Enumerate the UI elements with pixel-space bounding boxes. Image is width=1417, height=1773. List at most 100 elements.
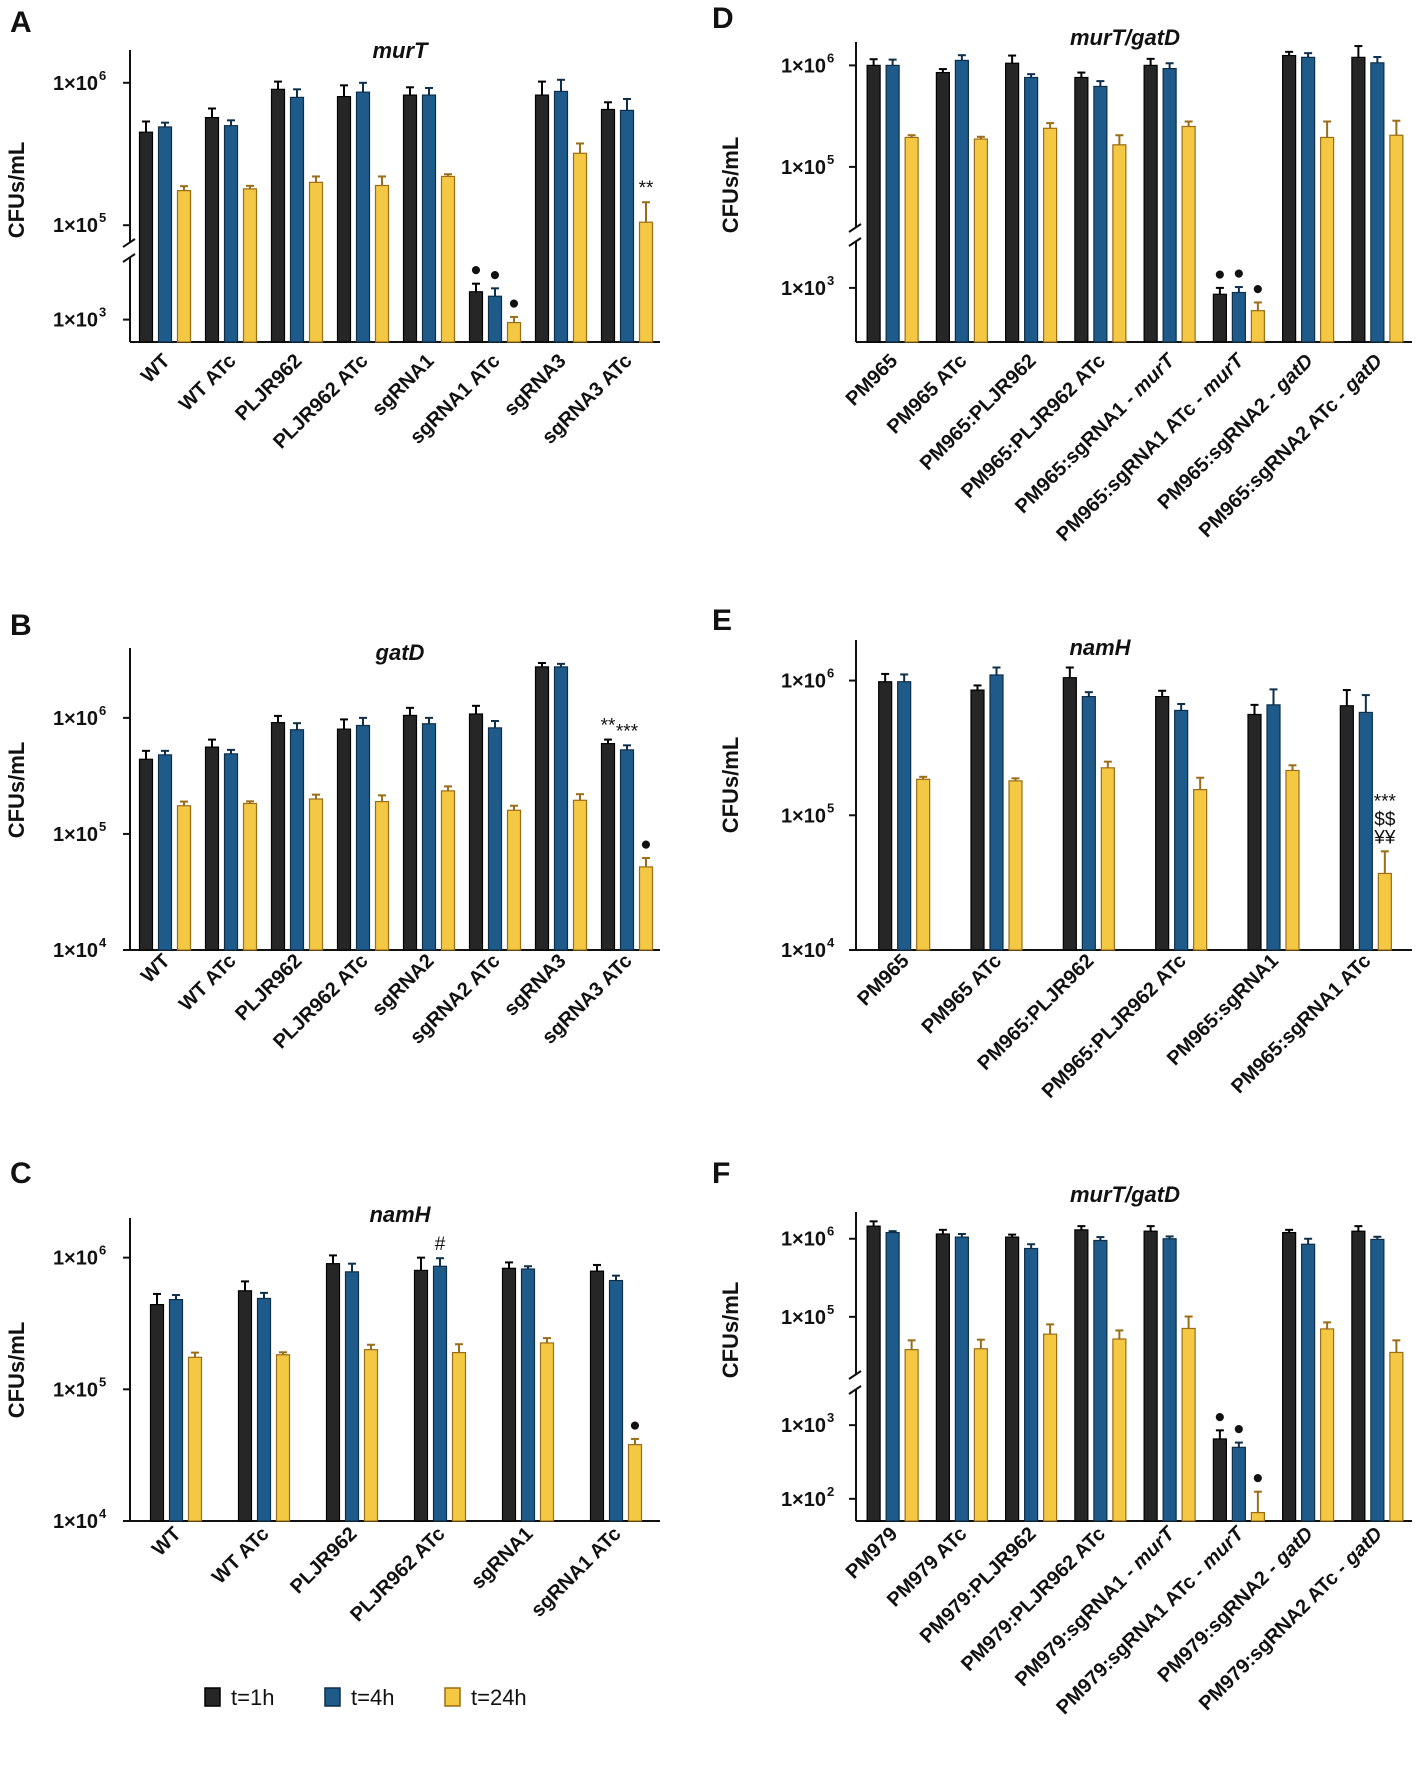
y-tick-label: 1×10 xyxy=(53,1511,98,1533)
significance-mark: $$ xyxy=(1374,809,1396,830)
bar-t-24h xyxy=(176,805,192,951)
bar-t-1h xyxy=(1247,713,1262,951)
bar-t-4h xyxy=(1266,704,1281,951)
category-label-text: PM965 ATc xyxy=(918,950,1006,1038)
bar-t-4h xyxy=(289,729,305,951)
bar-t-4h xyxy=(520,1268,536,1522)
bar-t-24h xyxy=(308,181,324,343)
bar-t-24h xyxy=(308,798,324,951)
bar-t-1h xyxy=(270,722,286,951)
bar-t-1h xyxy=(1005,62,1020,343)
category-label-text: WT ATc xyxy=(175,350,241,416)
bar-t-1h xyxy=(1155,696,1170,951)
bar-t-4h xyxy=(487,295,503,343)
bar-t-1h xyxy=(589,1270,605,1522)
bar-t-24h xyxy=(1320,1328,1335,1522)
y-tick-exponent: 3 xyxy=(827,1410,834,1425)
bar-t-4h xyxy=(432,1265,448,1522)
legend-label: t=1h xyxy=(231,1685,274,1710)
bar-t-4h xyxy=(1093,85,1108,343)
bar-t-1h xyxy=(1074,1229,1089,1522)
y-tick-exponent: 6 xyxy=(99,1243,106,1258)
category-label: PM965 xyxy=(842,350,902,410)
category-label: WT ATc xyxy=(208,1523,274,1589)
axis-break-mark xyxy=(848,1385,862,1395)
bar-t-4h xyxy=(256,1297,272,1522)
y-tick-label: 1×10 xyxy=(781,1415,826,1437)
y-tick-exponent: 5 xyxy=(99,210,106,225)
bar-t-24h xyxy=(242,188,258,343)
bar-t-1h xyxy=(237,1290,253,1522)
bar-t-4h xyxy=(355,91,371,343)
y-tick-label: 1×10 xyxy=(53,824,98,846)
y-tick-exponent: 5 xyxy=(827,1302,834,1317)
bar-t-4h xyxy=(223,125,239,343)
bar-t-4h xyxy=(619,749,635,951)
bar-t-4h xyxy=(1162,67,1177,343)
bar-t-4h xyxy=(885,64,900,343)
bar-t-24h xyxy=(572,799,588,951)
significance-mark: ● xyxy=(1252,278,1263,299)
bar-t-24h xyxy=(1250,1512,1265,1522)
y-tick-exponent: 4 xyxy=(99,1506,107,1521)
y-tick-label: 1×10 xyxy=(781,157,826,179)
category-label-text: WT ATc xyxy=(208,1523,274,1589)
bar-t-1h xyxy=(600,743,616,951)
category-label: WT ATc xyxy=(175,950,241,1016)
y-axis-label: CFUs/mL xyxy=(4,142,29,239)
bar-t-24h xyxy=(1043,1333,1058,1522)
bar-t-24h xyxy=(973,138,988,343)
bar-t-1h xyxy=(1005,1236,1020,1522)
bar-t-1h xyxy=(336,728,352,951)
chart-title: namH xyxy=(369,1202,431,1227)
bar-t-1h xyxy=(270,88,286,343)
significance-mark: ● xyxy=(629,1415,640,1436)
significance-mark: ● xyxy=(1214,264,1225,285)
bar-t-1h xyxy=(138,131,154,343)
y-tick-label: 1×10 xyxy=(781,940,826,962)
bar-t-1h xyxy=(534,666,550,951)
bar-t-4h xyxy=(608,1279,624,1522)
bar-t-4h xyxy=(355,724,371,951)
y-tick-label: 1×10 xyxy=(781,671,826,693)
significance-mark: # xyxy=(435,1234,446,1255)
y-tick-label: 1×10 xyxy=(53,310,98,332)
bar-t-1h xyxy=(204,116,220,343)
bar-t-1h xyxy=(402,714,418,951)
legend: t=1h t=4h t=24h xyxy=(204,1685,527,1710)
significance-mark: ** xyxy=(601,716,616,737)
significance-mark: *** xyxy=(616,721,639,742)
bar-t-24h xyxy=(440,175,456,343)
bar-t-4h xyxy=(289,96,305,343)
axis-break-mark xyxy=(122,253,136,263)
legend-swatch xyxy=(444,1687,461,1707)
bar-t-4h xyxy=(1024,76,1039,343)
bar-t-1h xyxy=(935,71,950,343)
y-axis-label: CFUs/mL xyxy=(718,737,743,834)
bar-t-24h xyxy=(1320,136,1335,343)
bar-t-24h xyxy=(572,152,588,343)
category-label-text: WT xyxy=(137,350,175,388)
bar-t-24h xyxy=(187,1356,203,1522)
bar-t-24h xyxy=(1389,1351,1404,1522)
category-label: WT xyxy=(137,350,175,388)
bar-t-24h xyxy=(638,866,654,951)
y-tick-label: 1×10 xyxy=(781,1229,826,1251)
axis-break-mark xyxy=(848,223,862,233)
y-tick-label: 1×10 xyxy=(781,1489,826,1511)
y-tick-label: 1×10 xyxy=(781,805,826,827)
category-label-text: PM979:PLJR962 xyxy=(916,1523,1041,1648)
bar-t-4h xyxy=(157,754,173,951)
category-label-text: PM965:sgRNA1 - xyxy=(1011,385,1144,518)
y-tick-exponent: 5 xyxy=(827,800,834,815)
bar-t-4h xyxy=(223,753,239,951)
bar-t-4h xyxy=(1162,1238,1177,1522)
category-label-text: WT xyxy=(148,1523,186,1561)
category-label-text: PM979:sgRNA1 - xyxy=(1011,1558,1144,1691)
y-tick-exponent: 6 xyxy=(827,1224,834,1239)
y-axis-label: CFUs/mL xyxy=(4,742,29,839)
y-tick-label: 1×10 xyxy=(781,278,826,300)
bar-t-1h xyxy=(402,94,418,343)
